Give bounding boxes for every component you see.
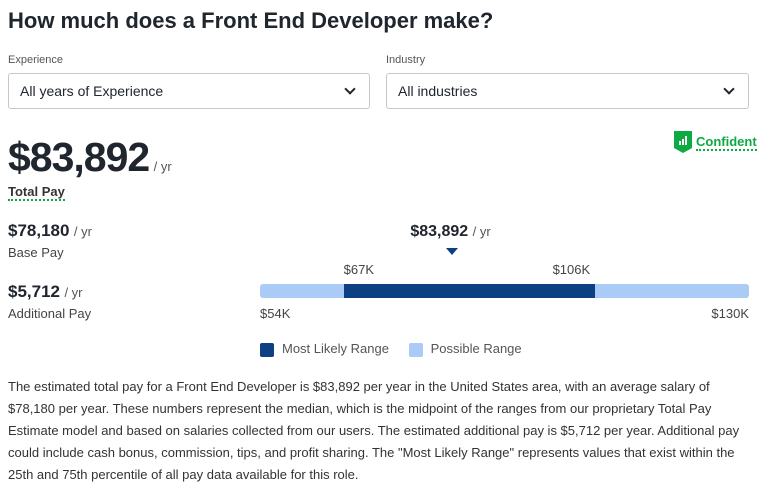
page-title: How much does a Front End Developer make… <box>8 8 494 33</box>
experience-label: Experience <box>8 54 64 66</box>
base-pay-label: Base Pay <box>8 245 64 260</box>
industry-label: Industry <box>386 54 426 66</box>
median-marker-icon <box>446 248 459 255</box>
confidence-label: Confident <box>696 133 757 151</box>
description: The estimated total pay for a Front End … <box>8 379 740 482</box>
industry-select[interactable]: All industries <box>386 73 749 109</box>
likely-high-label: $106K <box>552 262 591 277</box>
max-label: $130K <box>711 306 749 321</box>
legend-possible-swatch <box>408 342 423 357</box>
base-pay: $78,180 / yr Base Pay <box>8 221 92 260</box>
industry-value: All industries <box>398 83 478 99</box>
experience-value: All years of Experience <box>20 83 164 99</box>
legend-possible-label: Possible Range <box>430 341 522 356</box>
median-value: $83,892 <box>410 223 469 240</box>
median-label: $83,892 / yr <box>410 223 490 241</box>
confidence-badge[interactable]: Confident <box>674 131 757 153</box>
legend: Most Likely Range Possible Range <box>260 341 522 357</box>
median-unit: / yr <box>472 224 491 239</box>
total-pay-unit: / yr <box>153 159 172 174</box>
base-pay-unit: / yr <box>73 224 92 239</box>
min-label: $54K <box>260 306 291 321</box>
legend-likely-swatch <box>260 342 274 357</box>
total-pay: $83,892 / yr <box>8 134 172 181</box>
total-pay-value: $83,892 <box>8 134 150 180</box>
total-pay-label[interactable]: Total Pay <box>8 184 65 201</box>
additional-pay-value: $5,712 <box>8 282 60 301</box>
additional-pay-label: Additional Pay <box>8 306 92 321</box>
experience-select[interactable]: All years of Experience <box>8 73 370 109</box>
likely-low-label: $67K <box>343 262 375 277</box>
chevron-down-icon <box>723 83 735 95</box>
likely-range-bar <box>343 284 595 298</box>
chevron-down-icon <box>344 83 356 95</box>
additional-pay: $5,712 / yr Additional Pay <box>8 282 91 321</box>
base-pay-value: $78,180 <box>8 221 70 240</box>
shield-chart-icon <box>674 131 692 153</box>
legend-likely-label: Most Likely Range <box>282 341 389 356</box>
additional-pay-unit: / yr <box>64 285 83 300</box>
